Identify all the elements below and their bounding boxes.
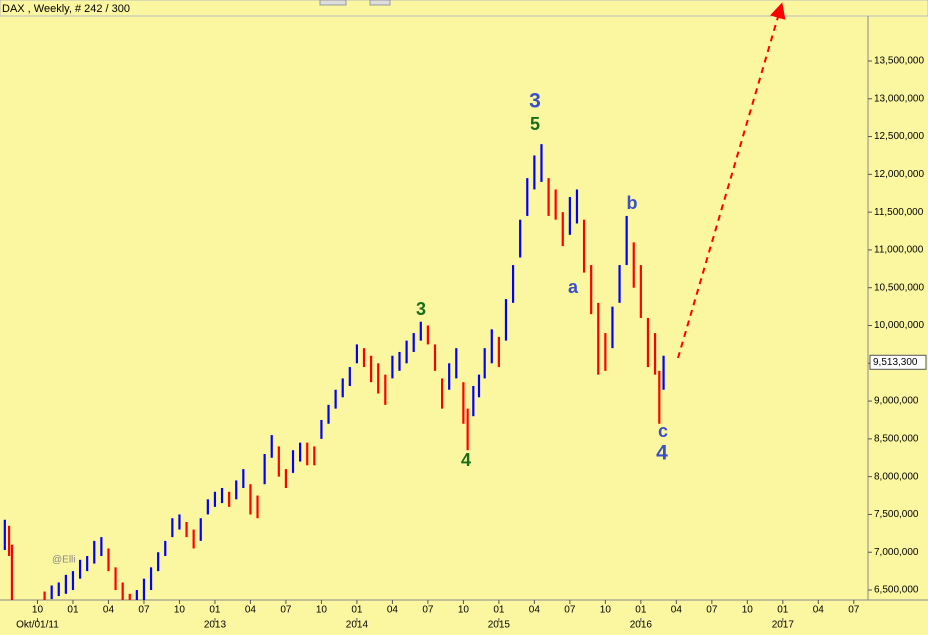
wave-label: 4 <box>656 442 668 465</box>
x-tick-label: 10 <box>174 605 186 616</box>
last-price-box <box>869 354 927 370</box>
x-tick-label: 10 <box>742 605 754 616</box>
last-price-label: 9,513,300 <box>873 357 918 368</box>
x-tick-label: 10 <box>458 605 470 616</box>
x-tick-label: 04 <box>671 605 683 616</box>
x-tick-label: 07 <box>848 605 860 616</box>
tab-button[interactable] <box>319 0 347 6</box>
x-tick-label: 01 <box>209 605 221 616</box>
x-major-label: 2016 <box>630 620 653 631</box>
wave-label: 4 <box>461 450 471 470</box>
chart-title: DAX , Weekly, # 242 / 300 <box>2 3 130 15</box>
y-tick-label: 10,500,000 <box>874 282 924 293</box>
y-tick-label: 7,000,000 <box>874 547 919 558</box>
x-tick-label: 07 <box>138 605 150 616</box>
x-tick-label: 07 <box>706 605 718 616</box>
tab-button[interactable] <box>369 0 391 6</box>
x-major-label: 2013 <box>204 620 227 631</box>
wave-label: b <box>627 193 638 213</box>
wave-label: 5 <box>530 114 540 134</box>
y-tick-label: 13,000,000 <box>874 93 924 104</box>
y-tick-label: 8,500,000 <box>874 434 919 445</box>
y-tick-label: 8,000,000 <box>874 471 919 482</box>
projection-line <box>677 2 786 359</box>
x-tick-label: 01 <box>635 605 647 616</box>
wave-label: 3 <box>529 90 541 113</box>
x-tick-label: 07 <box>422 605 434 616</box>
x-tick-label: 07 <box>564 605 576 616</box>
wave-label: c <box>658 421 668 441</box>
y-tick-label: 7,500,000 <box>874 509 919 520</box>
x-tick-label: 04 <box>529 605 541 616</box>
x-tick-label: 01 <box>777 605 789 616</box>
y-tick-label: 10,000,000 <box>874 320 924 331</box>
x-tick-label: 10 <box>600 605 612 616</box>
y-tick-label: 11,000,000 <box>874 245 924 256</box>
x-major-label: 2015 <box>488 620 511 631</box>
bars-layer <box>3 144 665 600</box>
x-tick-label: 01 <box>351 605 363 616</box>
x-major-label: Okt/01/11 <box>16 620 59 631</box>
y-tick-label: 12,500,000 <box>874 131 924 142</box>
y-tick-label: 9,000,000 <box>874 396 919 407</box>
x-tick-label: 07 <box>280 605 292 616</box>
y-tick-label: 12,000,000 <box>874 169 924 180</box>
wave-label: 3 <box>416 299 426 319</box>
x-major-label: 2014 <box>346 620 369 631</box>
x-major-label: 2017 <box>772 620 795 631</box>
x-tick-label: 04 <box>103 605 115 616</box>
x-tick-label: 04 <box>813 605 825 616</box>
y-tick-label: 13,500,000 <box>874 56 924 67</box>
x-tick-label: 04 <box>387 605 399 616</box>
author-label: @Elli <box>52 555 76 566</box>
y-tick-label: 6,500,000 <box>874 585 919 596</box>
wave-label: a <box>568 277 579 297</box>
x-tick-label: 01 <box>493 605 505 616</box>
y-tick-label: 11,500,000 <box>874 207 924 218</box>
x-tick-label: 01 <box>67 605 79 616</box>
x-tick-label: 10 <box>32 605 44 616</box>
x-tick-label: 04 <box>245 605 257 616</box>
header-bar <box>0 0 928 17</box>
x-tick-label: 10 <box>316 605 328 616</box>
